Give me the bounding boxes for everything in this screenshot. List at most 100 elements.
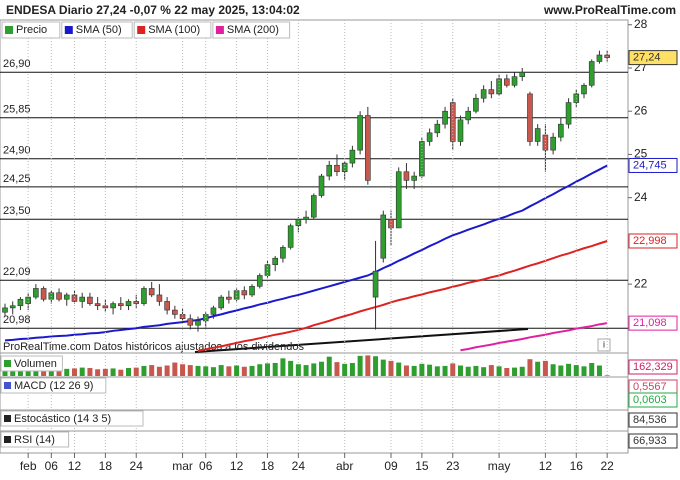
level-label-bg — [1, 203, 33, 218]
value-tag-label: 162,329 — [633, 361, 673, 373]
value-tag — [628, 412, 678, 428]
volume-bar — [71, 368, 77, 376]
plot-frame — [0, 19, 629, 454]
volume-bar — [427, 364, 433, 376]
x-tick-label: 23 — [446, 459, 460, 473]
x-tick-label: mar — [172, 459, 193, 473]
candle-body — [118, 303, 124, 307]
volume-bar — [141, 365, 147, 376]
candle-body — [249, 285, 255, 296]
volume-bar — [241, 366, 247, 376]
candle-body — [17, 298, 24, 307]
legend-swatch — [215, 26, 224, 34]
indicator-title-box — [0, 410, 144, 427]
volume-bar — [604, 375, 610, 376]
candle-body — [581, 84, 587, 95]
volume-bar — [187, 365, 193, 376]
volume-bar — [396, 362, 402, 376]
level-label: 23,50 — [3, 205, 31, 217]
value-tag-label: 0,5567 — [633, 381, 667, 393]
volume-bar — [218, 365, 224, 376]
volume-bar — [257, 364, 263, 376]
level-label-bg — [1, 56, 33, 71]
candle-body — [94, 303, 101, 307]
value-tag — [628, 392, 678, 408]
volume-bar — [512, 367, 518, 376]
candle-body — [287, 225, 294, 248]
indicator-title-box — [0, 355, 63, 372]
candle-body — [2, 307, 8, 313]
indicator-title: Volumen — [14, 358, 57, 370]
value-tag — [628, 157, 678, 173]
indicator-title-box — [0, 431, 70, 448]
candle-body — [310, 195, 317, 218]
legend-swatch — [64, 26, 73, 34]
level-label: 24,25 — [3, 173, 31, 185]
value-tag — [628, 359, 678, 375]
candle-body — [503, 78, 510, 86]
level-label: 26,90 — [3, 58, 31, 70]
volume-bar — [79, 367, 85, 376]
candle-body — [326, 164, 333, 177]
volume-bar — [272, 362, 278, 376]
info-text: i — [603, 339, 605, 349]
candle-body — [550, 136, 556, 151]
volume-bar — [442, 365, 448, 376]
candle-body — [141, 288, 147, 304]
candle-body — [457, 119, 464, 142]
value-tag-label: 22,998 — [633, 235, 667, 247]
volume-bar — [357, 355, 363, 376]
volume-bar — [56, 367, 62, 376]
candle-body — [565, 102, 572, 125]
candle-body — [280, 247, 286, 259]
sma-line — [197, 240, 608, 353]
indicator-swatch — [4, 415, 11, 422]
volume-bar — [535, 361, 541, 376]
candle-body — [226, 296, 232, 300]
x-tick-label: 24 — [292, 459, 306, 473]
x-tick-label: 16 — [570, 459, 584, 473]
volume-bar — [226, 366, 232, 376]
level-label: 25,85 — [3, 104, 31, 116]
volume-bar — [496, 366, 502, 376]
level-label: 24,90 — [3, 145, 31, 157]
indicator-title-box — [0, 377, 107, 394]
volume-bar — [504, 368, 510, 376]
volume-bar — [95, 369, 101, 376]
volume-bar — [411, 365, 417, 376]
level-label: 22,09 — [3, 266, 31, 278]
x-tick-label: 12 — [230, 459, 244, 473]
candle-body — [534, 128, 541, 142]
candle-body — [372, 270, 379, 298]
candle-body — [102, 305, 109, 309]
candle-body — [403, 171, 410, 181]
volume-bar — [465, 366, 471, 376]
legend-box — [61, 21, 133, 39]
volume-bar — [573, 365, 579, 376]
candle-body — [465, 110, 472, 121]
legend-label: SMA (50) — [76, 24, 122, 36]
candle-body — [511, 76, 518, 86]
value-tag-label: 0,0603 — [633, 394, 667, 406]
volume-bar — [380, 359, 386, 376]
value-tag — [628, 433, 678, 449]
x-tick-label: feb — [20, 459, 37, 473]
level-label-bg — [1, 101, 33, 116]
x-tick-label: 22 — [600, 459, 614, 473]
candle-body — [218, 296, 224, 309]
candle-body — [195, 320, 201, 326]
candle-body — [33, 288, 39, 298]
x-tick-label: 09 — [384, 459, 398, 473]
candle-body — [349, 149, 356, 164]
legend-swatch — [5, 26, 13, 34]
candle-body — [125, 301, 132, 307]
level-label-bg — [1, 312, 33, 327]
candle-body — [63, 294, 70, 300]
candle-body — [9, 305, 16, 309]
legend-box — [133, 21, 212, 39]
volume-bar — [519, 366, 525, 376]
value-tag-label: 66,933 — [633, 435, 667, 447]
candle-body — [256, 275, 263, 287]
